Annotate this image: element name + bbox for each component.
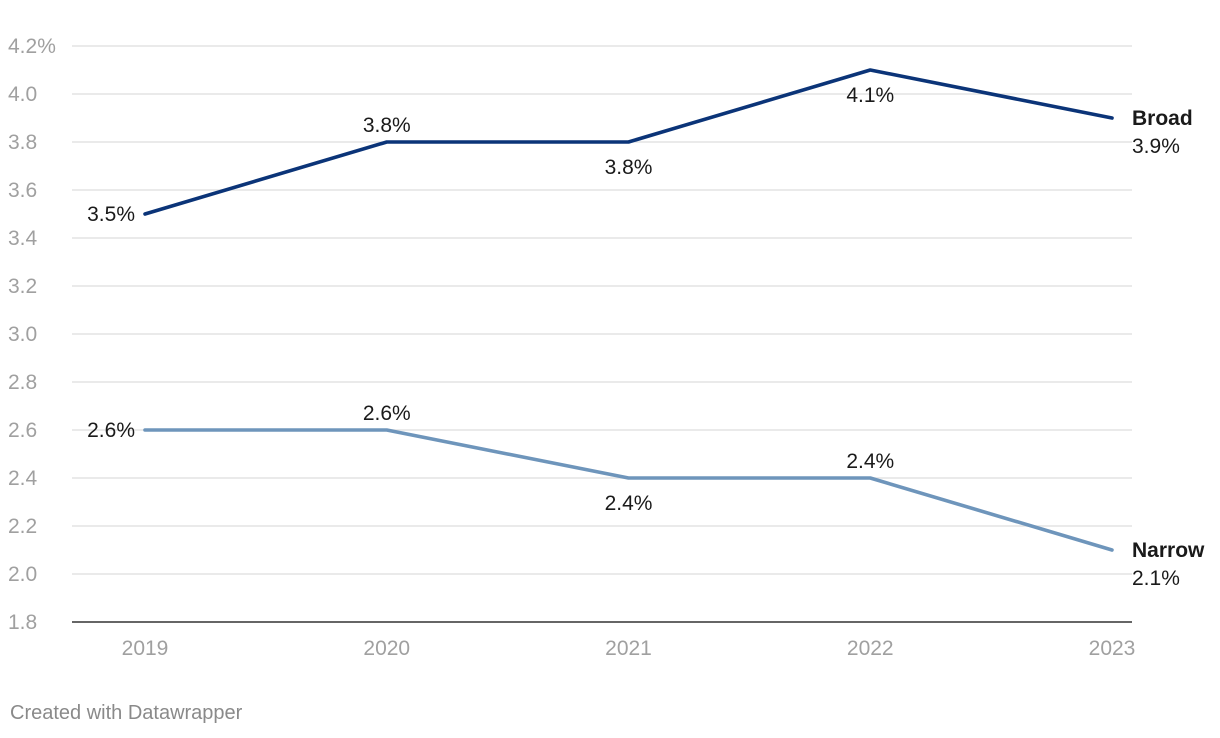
y-tick-label: 2.4: [8, 467, 38, 490]
y-tick-label: 1.8: [8, 611, 37, 634]
credit-text: Created with Datawrapper: [10, 702, 243, 724]
y-tick-label: 2.2: [8, 515, 37, 538]
y-tick-label: 3.4: [8, 227, 38, 250]
x-tick-label: 2022: [847, 637, 894, 660]
y-tick-label: 3.2: [8, 275, 37, 298]
x-axis: 2019 2020 2021 2022 2023: [122, 637, 1136, 660]
y-tick-label: 2.8: [8, 371, 37, 394]
series-line-narrow: [143, 428, 1114, 552]
data-label-narrow: 2.4%: [846, 450, 894, 473]
series-line-broad: [143, 68, 1114, 216]
y-tick-label: 2.0: [8, 563, 37, 586]
data-labels: 3.5% 3.8% 3.8% 4.1% 3.9% Broad 2.6% 2.6% 2.4% 2.4…: [87, 84, 1205, 590]
y-tick-label: 3.0: [8, 323, 37, 346]
data-label-broad: 3.5%: [87, 203, 135, 226]
data-label-narrow: 2.4%: [605, 492, 653, 515]
y-tick-label: 4.0: [8, 83, 37, 106]
data-label-broad: 3.9%: [1132, 135, 1180, 158]
y-tick-label: 2.6: [8, 419, 37, 442]
y-axis: 4.2% 4.0 3.8 3.6 3.4 3.2 3.0 2.8 2.6 2.4 2.2 2.0 1.8: [8, 35, 56, 634]
data-label-narrow: 2.6%: [363, 402, 411, 425]
series-name-broad: Broad: [1132, 107, 1193, 130]
series-name-narrow: Narrow: [1132, 539, 1205, 562]
y-tick-label: 3.6: [8, 179, 37, 202]
data-label-narrow: 2.1%: [1132, 567, 1180, 590]
data-label-broad: 4.1%: [846, 84, 894, 107]
y-tick-label: 4.2%: [8, 35, 56, 58]
data-label-broad: 3.8%: [363, 114, 411, 137]
gridlines: [72, 45, 1132, 623]
series-lines: [143, 68, 1114, 552]
y-tick-label: 3.8: [8, 131, 37, 154]
data-label-broad: 3.8%: [605, 156, 653, 179]
x-tick-label: 2020: [363, 637, 410, 660]
x-tick-label: 2023: [1089, 637, 1136, 660]
x-tick-label: 2019: [122, 637, 169, 660]
x-tick-label: 2021: [605, 637, 652, 660]
data-label-narrow: 2.6%: [87, 419, 135, 442]
